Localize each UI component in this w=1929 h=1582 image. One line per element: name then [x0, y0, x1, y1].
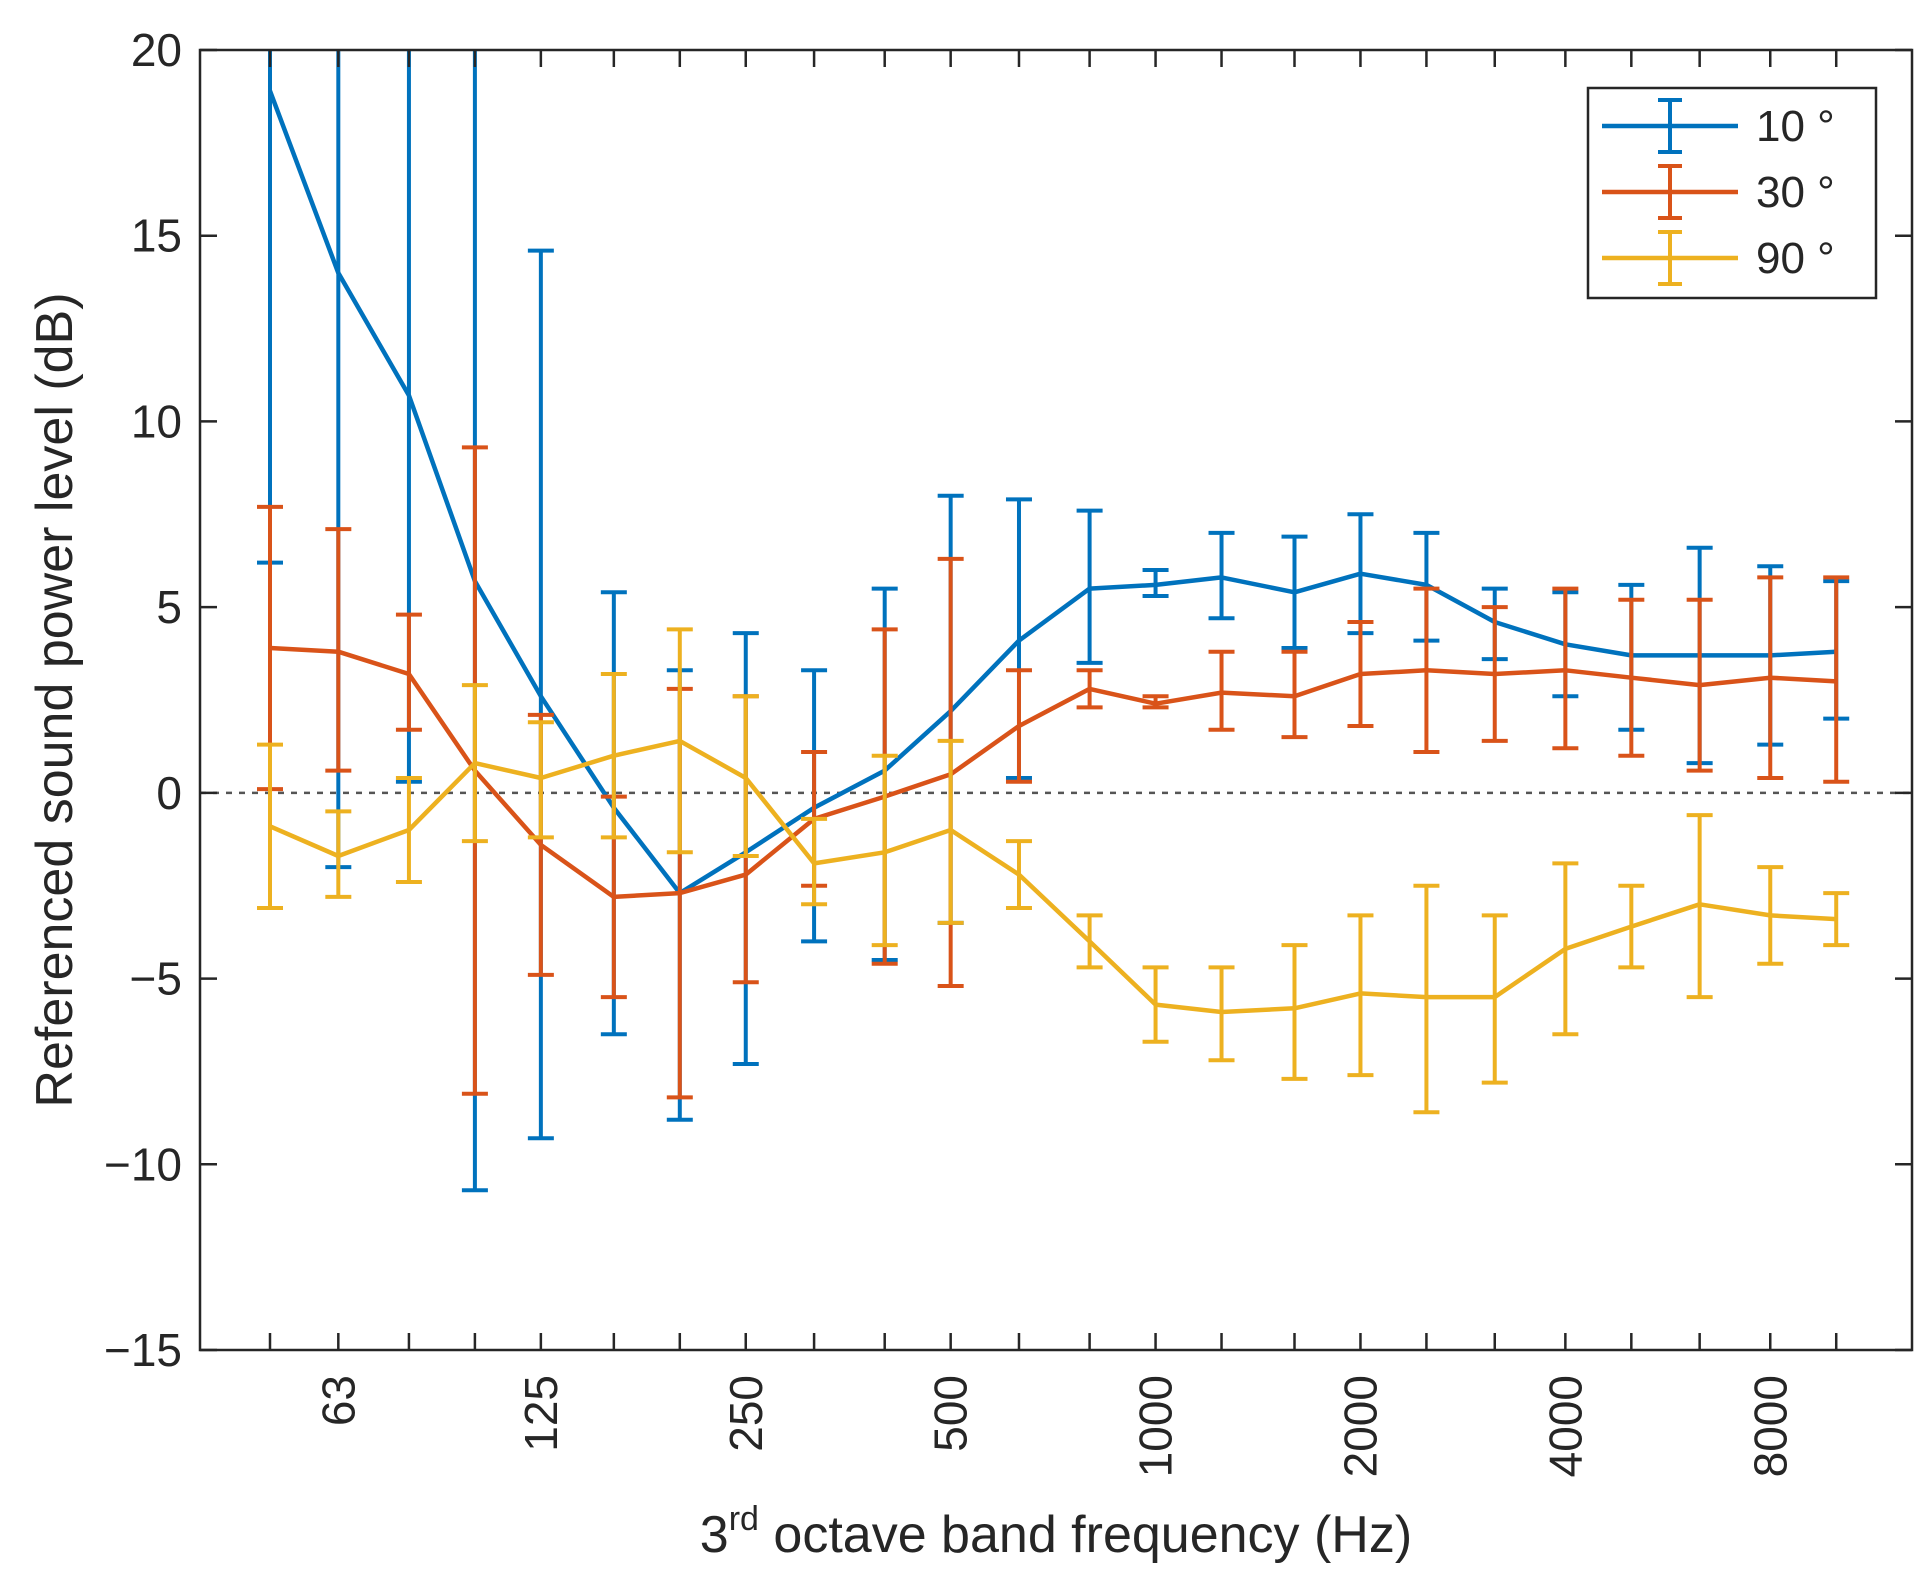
y-tick-label: 20: [131, 24, 182, 76]
series-3: [257, 627, 1850, 1115]
x-tick-label: 63: [312, 1375, 364, 1426]
y-tick-label: −10: [104, 1138, 182, 1190]
x-tick-label: 125: [515, 1375, 567, 1452]
series-line: [269, 738, 1837, 1015]
legend-label: 90 °: [1756, 234, 1835, 283]
x-tick-label: 2000: [1334, 1375, 1386, 1477]
legend-label: 30 °: [1756, 168, 1835, 217]
legend-entry-2: 30 °: [1602, 164, 1835, 220]
series-line: [267, 90, 1837, 896]
x-axis-label-prefix: 3: [700, 1506, 729, 1564]
x-tick-label: 4000: [1539, 1375, 1591, 1477]
legend-label: 10 °: [1756, 102, 1835, 151]
axes-box: [198, 48, 1914, 1352]
legend-entry-1: 10 °: [1602, 98, 1835, 154]
x-tick-label: 500: [925, 1375, 977, 1452]
y-tick-label: 0: [156, 767, 182, 819]
x-axis-label-superscript: rd: [729, 1500, 759, 1538]
series-line: [269, 645, 1837, 900]
legend-entry-3: 90 °: [1602, 230, 1835, 286]
y-tick-label: 15: [131, 210, 182, 262]
y-tick-label: −15: [104, 1324, 182, 1376]
y-tick-label: 5: [156, 581, 182, 633]
x-axis-label: 3rd octave band frequency (Hz): [700, 1500, 1412, 1564]
y-axis-label: Referenced sound power level (dB): [26, 292, 84, 1107]
x-axis-label-suffix: octave band frequency (Hz): [759, 1506, 1412, 1564]
x-tick-label: 250: [720, 1375, 772, 1452]
y-tick-label: −5: [130, 953, 182, 1005]
x-tick-label: 1000: [1130, 1375, 1182, 1477]
series-2: [257, 445, 1850, 1100]
x-tick-label: 8000: [1744, 1375, 1796, 1477]
y-tick-label: 10: [131, 395, 182, 447]
